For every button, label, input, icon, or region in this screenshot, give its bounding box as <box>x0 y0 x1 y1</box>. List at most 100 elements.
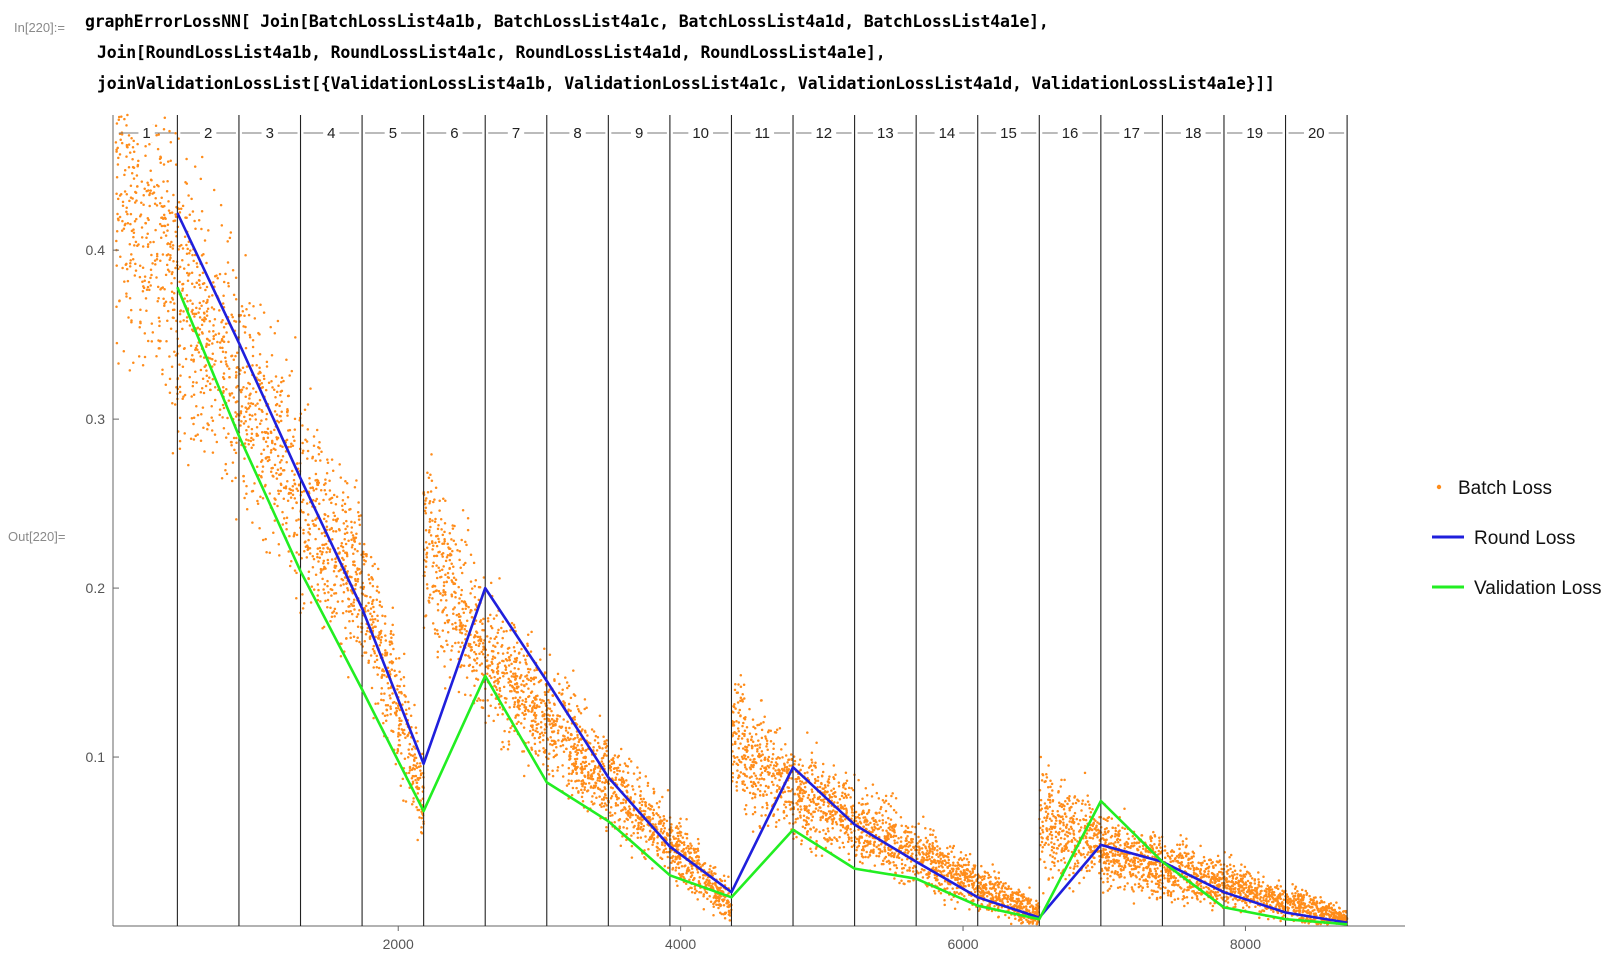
batch-loss-point <box>692 847 695 850</box>
batch-loss-point <box>194 348 197 352</box>
batch-loss-point <box>115 122 119 125</box>
code-line-1[interactable]: graphErrorLossNN[ Join[BatchLossList4a1b… <box>85 12 1049 31</box>
batch-loss-point <box>497 693 501 696</box>
batch-loss-point <box>402 728 406 732</box>
batch-loss-point <box>383 714 387 718</box>
batch-loss-point <box>662 830 666 833</box>
batch-loss-point <box>680 865 684 868</box>
batch-loss-point <box>884 794 888 798</box>
batch-loss-point <box>763 715 766 719</box>
batch-loss-point <box>367 573 370 577</box>
batch-loss-point <box>458 550 462 553</box>
batch-loss-point <box>671 854 675 858</box>
batch-loss-point <box>657 813 660 817</box>
batch-loss-point <box>245 484 248 488</box>
batch-loss-point <box>669 826 673 829</box>
batch-loss-point <box>385 708 388 712</box>
batch-loss-point <box>550 718 554 721</box>
batch-loss-point <box>460 641 464 644</box>
batch-loss-point <box>436 527 440 531</box>
batch-loss-point <box>998 896 1001 899</box>
batch-loss-point <box>580 771 584 775</box>
batch-loss-point <box>211 378 215 381</box>
batch-loss-point <box>448 531 452 535</box>
batch-loss-point <box>324 599 327 603</box>
batch-loss-point <box>687 850 690 853</box>
batch-loss-point <box>213 385 217 389</box>
batch-loss-point <box>645 840 648 843</box>
batch-loss-point <box>631 784 634 788</box>
batch-loss-point <box>275 402 279 406</box>
batch-loss-point <box>602 798 605 801</box>
batch-loss-point <box>655 825 658 829</box>
batch-loss-point <box>330 458 334 461</box>
batch-loss-point <box>275 472 278 475</box>
batch-loss-point <box>127 134 131 137</box>
batch-loss-point <box>115 192 118 195</box>
code-line-2[interactable]: Join[RoundLossList4a1b, RoundLossList4a1… <box>97 43 886 62</box>
batch-loss-point <box>580 765 584 768</box>
batch-loss-point <box>735 762 738 765</box>
batch-loss-point <box>581 799 585 803</box>
batch-loss-point <box>997 916 1000 919</box>
batch-loss-point <box>170 365 174 368</box>
batch-loss-point <box>690 844 693 848</box>
batch-loss-point <box>574 780 577 783</box>
batch-loss-point <box>1004 893 1008 896</box>
batch-loss-point <box>689 842 692 845</box>
batch-loss-point <box>158 202 162 205</box>
batch-loss-point <box>178 385 182 389</box>
batch-loss-point <box>137 355 141 358</box>
batch-loss-point <box>693 887 697 891</box>
batch-loss-point <box>116 212 119 216</box>
batch-loss-point <box>742 754 746 757</box>
batch-loss-point <box>291 493 295 497</box>
batch-loss-point <box>183 393 187 397</box>
batch-loss-point <box>474 608 477 611</box>
batch-loss-point <box>451 645 454 648</box>
batch-loss-point <box>379 641 383 644</box>
code-line-3[interactable]: joinValidationLossList[{ValidationLossLi… <box>97 74 1275 93</box>
batch-loss-point <box>923 868 926 872</box>
batch-loss-point <box>810 761 814 764</box>
batch-loss-point <box>188 272 191 275</box>
batch-loss-point <box>273 428 276 432</box>
batch-loss-point <box>600 760 604 763</box>
batch-loss-point <box>384 719 388 722</box>
batch-loss-point <box>892 860 895 864</box>
batch-loss-point <box>310 585 314 588</box>
batch-loss-point <box>951 887 954 890</box>
batch-loss-point <box>419 773 423 777</box>
batch-loss-point <box>134 190 137 194</box>
batch-loss-point <box>194 434 197 438</box>
batch-loss-point <box>248 404 252 408</box>
batch-loss-point <box>492 617 496 620</box>
batch-loss-point <box>465 619 469 623</box>
batch-loss-point <box>321 627 324 630</box>
batch-loss-point <box>760 771 764 775</box>
batch-loss-point <box>132 231 136 234</box>
batch-loss-point <box>318 502 321 505</box>
batch-loss-point <box>389 697 392 700</box>
batch-loss-point <box>715 885 718 889</box>
batch-loss-point <box>222 326 226 329</box>
batch-loss-point <box>197 351 201 354</box>
batch-loss-point <box>482 645 485 648</box>
batch-loss-point <box>614 778 617 781</box>
batch-loss-point <box>573 737 577 740</box>
batch-loss-point <box>269 431 273 435</box>
batch-loss-point <box>489 581 493 585</box>
batch-loss-point <box>279 489 282 493</box>
batch-loss-point <box>186 300 189 303</box>
batch-loss-point <box>520 647 523 651</box>
batch-loss-point <box>243 371 247 374</box>
batch-loss-point <box>603 740 606 743</box>
batch-loss-point <box>999 880 1003 884</box>
batch-loss-point <box>306 546 310 549</box>
batch-loss-point <box>737 721 741 724</box>
batch-loss-point <box>186 247 189 251</box>
batch-loss-point <box>412 764 415 767</box>
batch-loss-point <box>378 603 382 607</box>
batch-loss-point <box>810 751 814 754</box>
batch-loss-point <box>408 769 412 772</box>
